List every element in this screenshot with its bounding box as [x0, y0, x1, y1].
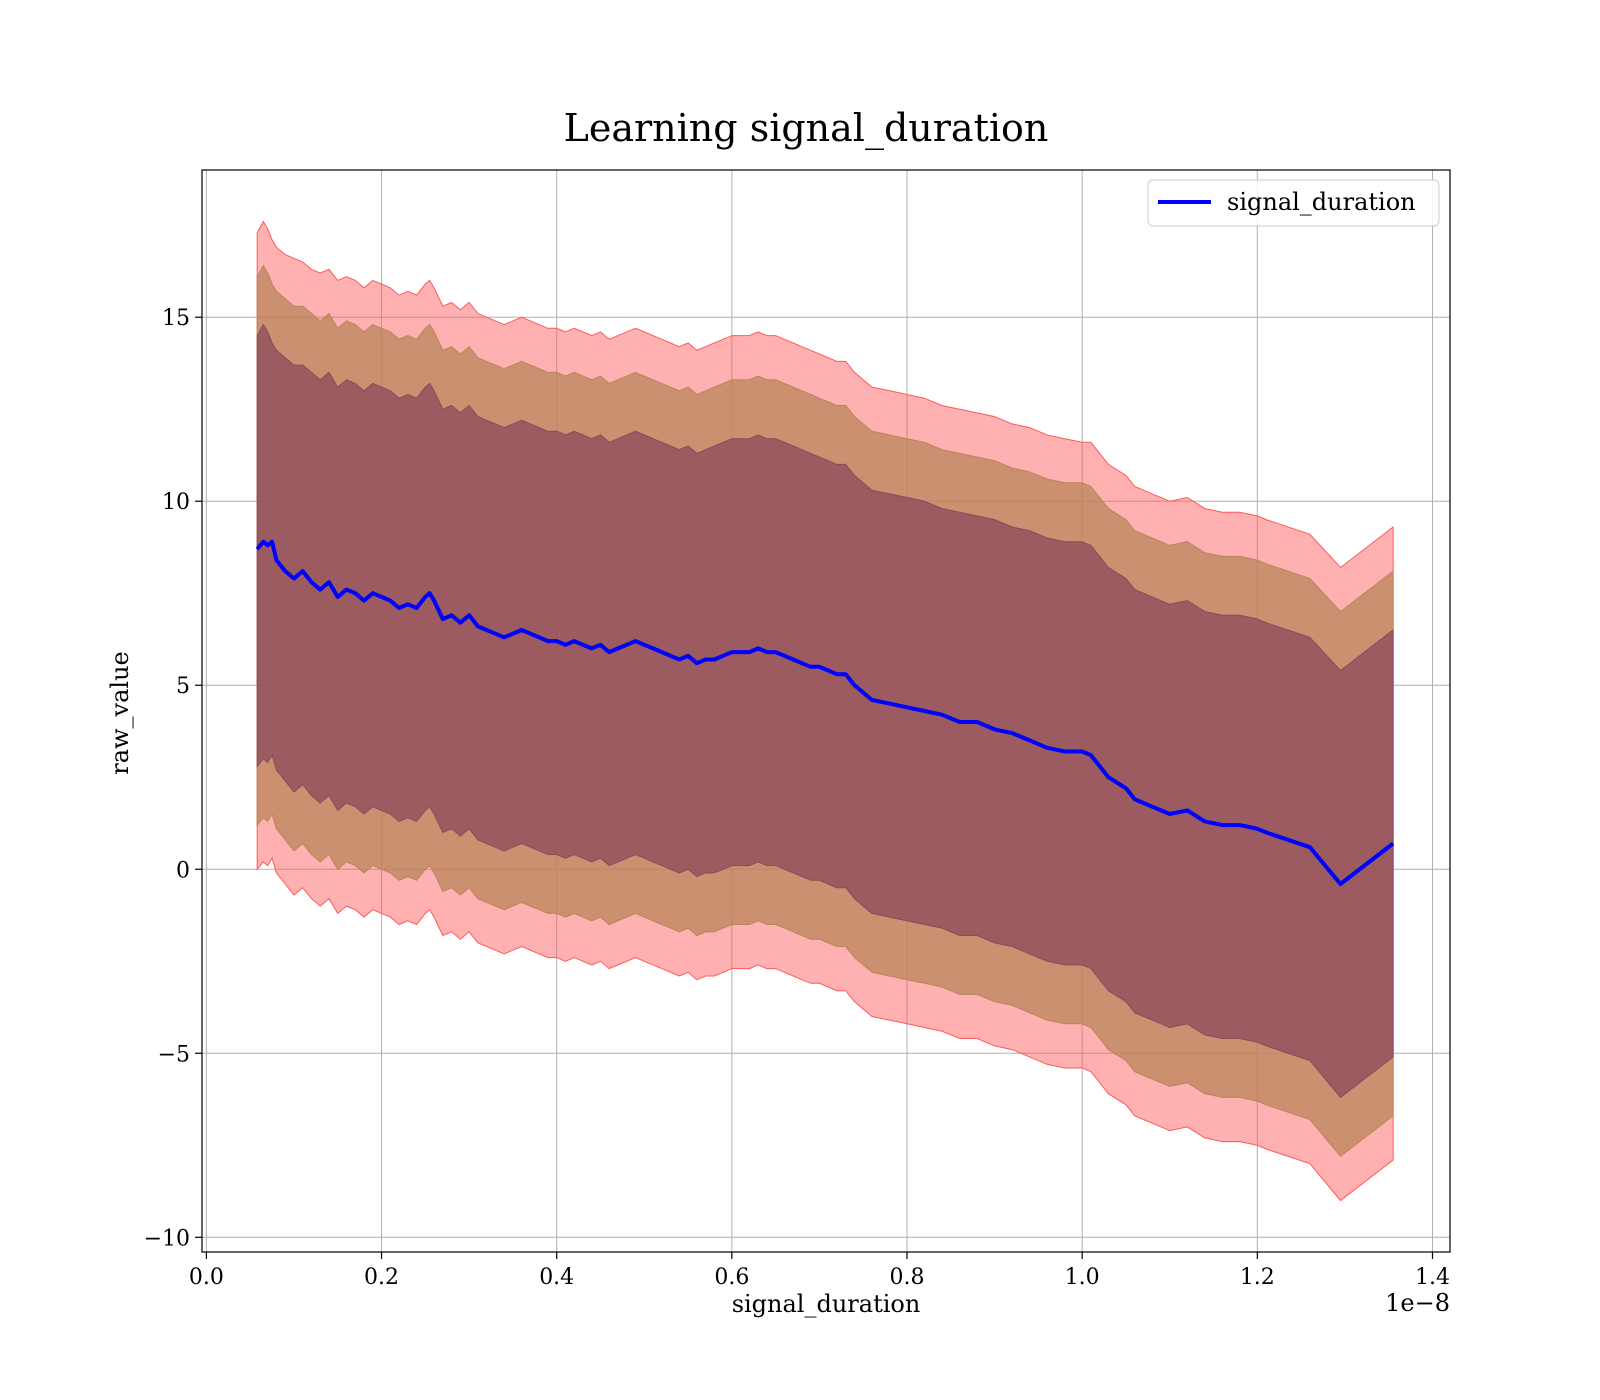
x-tick-label-2: 0.4	[539, 1265, 574, 1290]
x-axis-ticks: 0.0 0.2 0.4 0.6 0.8 1.0 1.2 1.4	[189, 1252, 1450, 1290]
legend-label: signal_duration	[1227, 188, 1416, 216]
x-tick-label-6: 1.2	[1240, 1265, 1275, 1290]
x-tick-label-1: 0.2	[364, 1265, 399, 1290]
y-axis-ticks: −10 −5 0 5 10 15	[144, 306, 202, 1251]
series-line-0	[255, 539, 1395, 886]
x-tick-label-7: 1.4	[1415, 1265, 1450, 1290]
confidence-band-2	[256, 323, 1394, 1099]
chart-title: Learning signal_duration	[564, 106, 1049, 151]
y-axis-label: raw_value	[106, 651, 134, 775]
x-tick-label-0: 0.0	[189, 1265, 224, 1290]
x-axis-label: signal_duration	[732, 1290, 921, 1318]
y-tick-label-4: 10	[162, 490, 190, 515]
y-tick-label-0: −10	[144, 1226, 190, 1251]
y-tick-label-3: 5	[176, 674, 190, 699]
confidence-bands	[256, 220, 1394, 1202]
y-tick-label-1: −5	[158, 1042, 190, 1067]
x-tick-label-4: 0.8	[890, 1265, 925, 1290]
y-tick-label-5: 15	[162, 306, 190, 331]
plot-frame	[201, 169, 1451, 1253]
y-tick-label-2: 0	[176, 858, 190, 883]
series-lines	[255, 539, 1395, 886]
x-tick-label-3: 0.6	[714, 1265, 749, 1290]
legend: signal_duration	[1147, 179, 1440, 227]
x-tick-label-5: 1.0	[1065, 1265, 1100, 1290]
x-axis-offset-label: 1e−8	[1385, 1289, 1450, 1317]
legend-box	[1147, 179, 1440, 227]
